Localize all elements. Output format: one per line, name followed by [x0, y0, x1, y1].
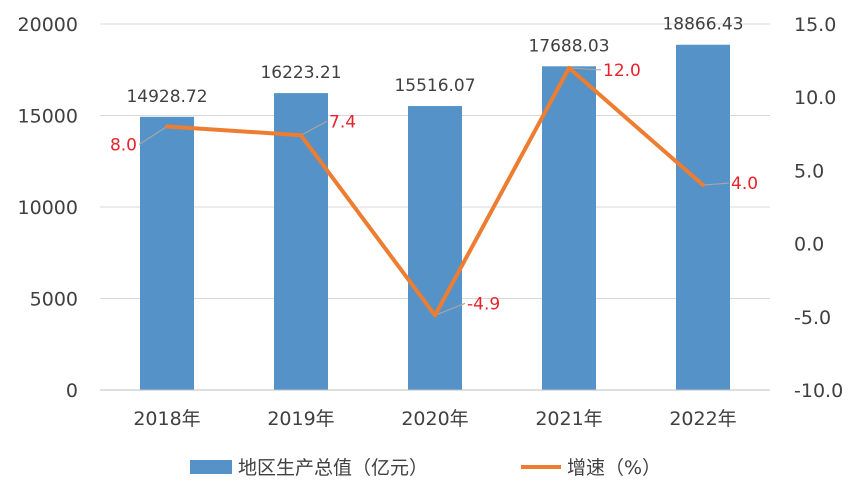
line-value-label: 8.0 [110, 135, 137, 155]
bar [408, 106, 462, 391]
legend-label-gdp: 地区生产总值（亿元） [238, 457, 428, 479]
y-left-tick-label: 10000 [18, 197, 78, 219]
y-left-tick-label: 15000 [18, 106, 78, 128]
y-right-tick-label: -10.0 [794, 380, 843, 402]
y-left-tick-label: 20000 [18, 14, 78, 36]
bar [676, 44, 730, 391]
y-right-tick-label: 5.0 [794, 160, 824, 182]
axes: 0 5000 10000 15000 20000 -10.0 -5.0 0.0 5.0 10.0 1… [18, 14, 844, 430]
leader-line [568, 67, 602, 71]
legend: 地区生产总值（亿元） 增速（%） [190, 457, 661, 479]
leader-lines [138, 67, 730, 316]
leader-line [702, 182, 730, 186]
x-tick-label: 2019年 [267, 408, 334, 430]
line-value-label: -4.9 [467, 294, 500, 314]
line-series [165, 65, 705, 318]
bar-value-label: 15516.07 [394, 76, 475, 96]
bar-value-label: 16223.21 [260, 63, 341, 83]
growth-line [165, 65, 705, 318]
x-tick-label: 2022年 [669, 408, 736, 430]
bar-value-label: 14928.72 [126, 87, 207, 107]
bar-series [140, 44, 730, 391]
line-value-label: 7.4 [329, 112, 356, 132]
leader-line [434, 302, 466, 316]
y-right-tick-label: 10.0 [794, 87, 836, 109]
x-tick-label: 2020年 [401, 408, 468, 430]
y-right-tick-label: -5.0 [794, 307, 831, 329]
leader-line [138, 125, 168, 145]
data-labels: 14928.72 16223.21 15516.07 17688.03 18866.43… [110, 15, 758, 315]
bar-value-label: 18866.43 [662, 15, 743, 35]
legend-label-growth: 增速（%） [567, 457, 661, 479]
bar-value-label: 17688.03 [528, 36, 609, 56]
y-left-tick-label: 5000 [30, 289, 78, 311]
y-right-tick-label: 15.0 [794, 14, 836, 36]
legend-swatch-bar [190, 460, 232, 474]
bar [542, 66, 596, 390]
bar [274, 93, 328, 390]
x-tick-label: 2018年 [133, 408, 200, 430]
bar [140, 116, 194, 391]
y-right-tick-label: 0.0 [794, 234, 824, 256]
line-value-label: 12.0 [603, 61, 641, 81]
y-left-tick-label: 0 [66, 380, 78, 402]
leader-line [300, 120, 328, 136]
x-tick-label: 2021年 [535, 408, 602, 430]
line-value-label: 4.0 [731, 174, 758, 194]
